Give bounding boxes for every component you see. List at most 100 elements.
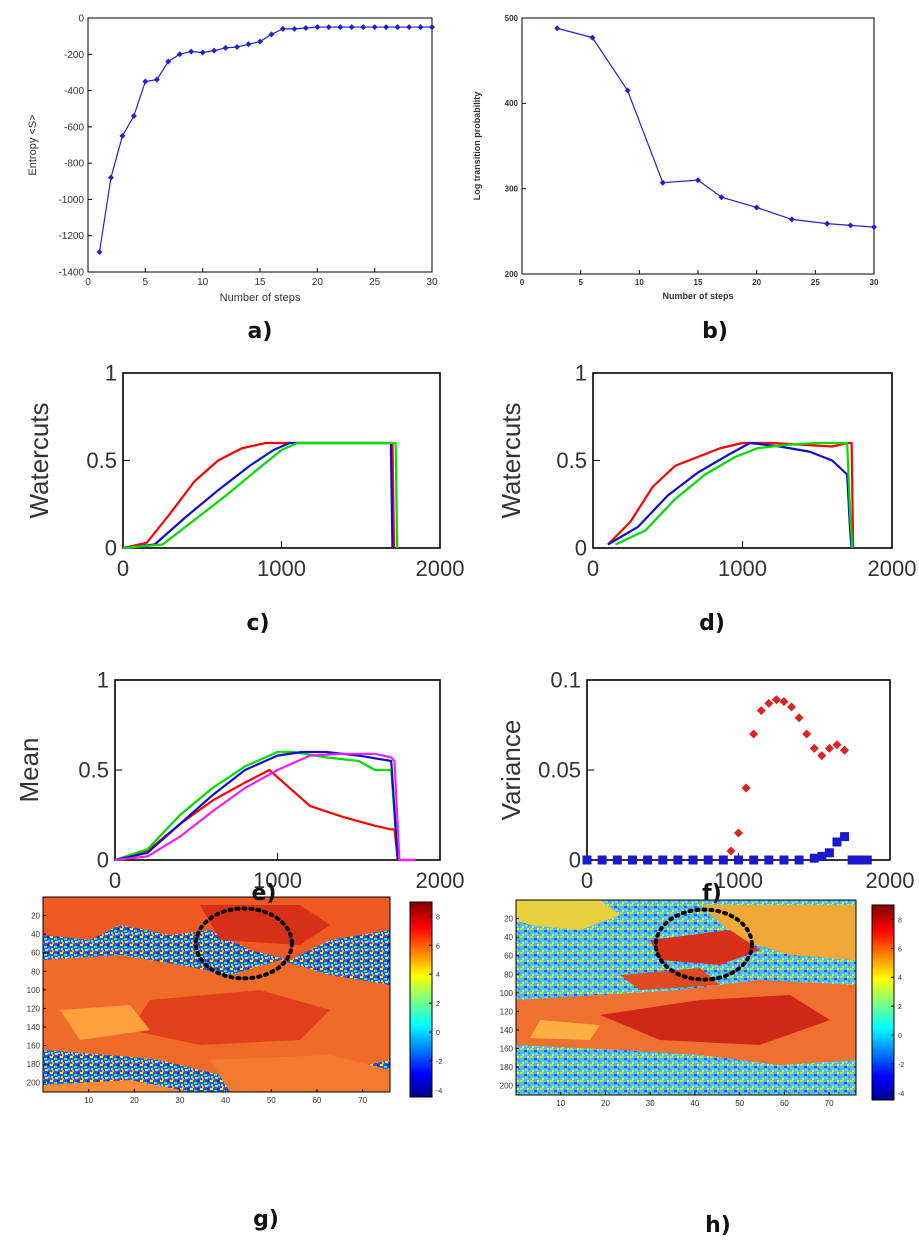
data-point xyxy=(824,220,831,227)
data-point xyxy=(627,855,637,865)
y-tick-label: 0 xyxy=(97,848,109,873)
plot-frame-a xyxy=(87,17,433,273)
data-point xyxy=(832,740,842,750)
data-point xyxy=(764,855,774,865)
colorbar-tick-label: 8 xyxy=(898,917,902,924)
data-point xyxy=(794,713,804,723)
x-tick-label: 0 xyxy=(520,278,525,287)
data-point xyxy=(222,44,229,51)
x-tick-label: 60 xyxy=(312,1096,321,1105)
colorbar xyxy=(871,904,895,1101)
chart-c: 0 1000 2000 0 0.5 1 Watercuts xyxy=(24,361,464,581)
y-tick-label: 40 xyxy=(31,930,40,939)
data-point xyxy=(788,216,795,223)
data-point xyxy=(688,855,698,865)
x-tick-label: 0 xyxy=(109,868,121,893)
y-tick-label: 180 xyxy=(500,1063,514,1072)
data-point xyxy=(749,729,759,739)
y-tick-label: -1200 xyxy=(58,231,84,242)
y-tick-label: 0.5 xyxy=(556,448,587,473)
x-tick-label: 5 xyxy=(578,278,583,287)
data-point xyxy=(302,24,309,31)
chart-b: 0 5 10 15 20 25 30 200 300 400 500 Number of steps L… xyxy=(472,14,879,301)
y-tick-label: 0 xyxy=(575,536,587,561)
x-tick-label: 15 xyxy=(254,277,266,288)
data-point xyxy=(589,34,596,41)
data-point xyxy=(809,853,819,863)
data-point xyxy=(847,222,854,229)
data-point xyxy=(779,855,789,865)
x-tick-label: 25 xyxy=(369,277,381,288)
x-tick-label: 1000 xyxy=(718,556,767,581)
x-tick-label: 20 xyxy=(130,1096,139,1105)
series-line-c-1 xyxy=(122,441,394,550)
x-tick-label: 10 xyxy=(635,278,644,287)
colorbar-tick-label: 8 xyxy=(436,914,440,921)
panel-caption: h) xyxy=(705,1213,731,1238)
colorbar-tick-label: 4 xyxy=(898,975,902,982)
data-point xyxy=(855,855,865,865)
data-point xyxy=(871,224,877,231)
y-tick-label: 160 xyxy=(500,1045,514,1054)
y-tick-label: 400 xyxy=(505,99,519,108)
data-point xyxy=(847,855,857,865)
data-point xyxy=(824,848,834,858)
y-tick-label: 0.1 xyxy=(550,668,581,693)
chart-g: 10 20 30 40 50 60 7020406080100120140160180200… xyxy=(27,896,442,1105)
colorbar-tick-label: -4 xyxy=(898,1091,904,1098)
data-point xyxy=(383,24,390,31)
data-point xyxy=(658,855,668,865)
colorbar-tick-label: 6 xyxy=(436,943,440,950)
data-point xyxy=(753,204,760,211)
y-tick-label: 140 xyxy=(500,1026,514,1035)
panel-caption: f) xyxy=(702,881,722,906)
data-point xyxy=(268,31,275,38)
series-line-e-1 xyxy=(114,750,399,862)
colorbar-tick-label: -2 xyxy=(436,1059,442,1066)
colorbar xyxy=(409,901,433,1098)
data-point xyxy=(741,783,751,793)
y-axis-label: Watercuts xyxy=(496,402,526,518)
series-line-e-0 xyxy=(114,768,416,862)
chart-e: 0 1000 2000 0 0.5 1 Mean xyxy=(14,668,464,893)
y-tick-label: 180 xyxy=(27,1060,41,1069)
data-point xyxy=(809,743,819,753)
series-line-c-2 xyxy=(122,441,399,550)
data-point xyxy=(371,24,378,31)
colorbar-tick-label: 6 xyxy=(898,946,902,953)
y-tick-label: 500 xyxy=(505,14,519,23)
data-point xyxy=(703,855,713,865)
x-tick-label: 50 xyxy=(735,1099,744,1108)
data-point xyxy=(314,24,321,31)
x-tick-label: 30 xyxy=(646,1099,655,1108)
data-point xyxy=(718,194,725,201)
plot-frame-g xyxy=(42,896,391,1093)
data-point xyxy=(612,855,622,865)
y-tick-label: 1 xyxy=(105,361,117,386)
y-axis-label: Entropy <S> xyxy=(27,114,39,175)
data-point xyxy=(188,48,195,55)
data-point xyxy=(756,706,766,716)
y-tick-label: 200 xyxy=(505,270,519,279)
data-point xyxy=(779,697,789,707)
y-tick-label: 40 xyxy=(504,933,513,942)
x-tick-label: 40 xyxy=(690,1099,699,1108)
x-tick-label: 1000 xyxy=(253,868,302,893)
x-tick-label: 5 xyxy=(143,277,149,288)
data-point xyxy=(96,249,103,256)
y-tick-label: -1000 xyxy=(58,195,84,206)
data-point xyxy=(337,24,344,31)
plot-frame-b xyxy=(521,17,875,275)
data-point xyxy=(554,25,561,32)
data-point xyxy=(360,24,367,31)
panel-caption: g) xyxy=(253,1207,279,1232)
panel-caption: e) xyxy=(252,881,277,906)
colorbar-tick-label: -4 xyxy=(436,1088,442,1095)
data-point xyxy=(673,855,683,865)
data-point xyxy=(659,179,666,186)
chart-a: 0 5 10 15 20 25 30 0 -200 -400 -600 -800 -1000 -1200 -… xyxy=(27,14,438,305)
data-point xyxy=(787,702,797,712)
data-point xyxy=(406,24,413,31)
x-tick-label: 0 xyxy=(85,277,91,288)
